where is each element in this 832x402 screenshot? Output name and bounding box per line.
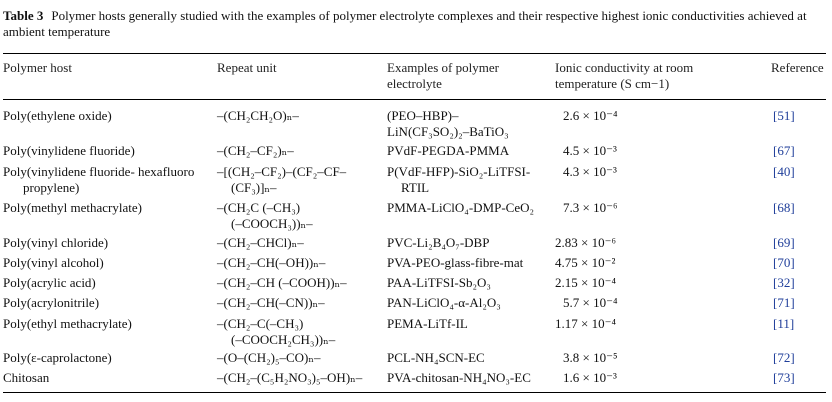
polymer-host-cell: Poly(vinyl alcohol) [3, 255, 104, 270]
header-examples-line-1: Examples of polymer [387, 60, 499, 75]
example-cell-line-2: RTIL [401, 180, 430, 195]
repeat-unit-cell: –(CH₂–CH(–OH))ₙ– [217, 255, 326, 270]
caption-text: Polymer hosts generally studied with the… [3, 8, 807, 39]
repeat-unit-cell-line-2: (CF₃)]ₙ– [231, 180, 277, 195]
example-cell: PEMA-LiTf-IL [387, 316, 468, 331]
repeat-unit-cell: –(CH₂–CF₂)ₙ– [217, 143, 294, 158]
example-cell: PVA-chitosan-NH₄NO₃-EC [387, 370, 531, 385]
repeat-unit-cell: –(CH₂–CHCl)ₙ– [217, 235, 304, 250]
conductivity-cell: 2.6 × 10⁻⁴ [563, 108, 618, 123]
header-conductivity-line-1: Ionic conductivity at room [555, 60, 694, 75]
repeat-unit-cell: –(CH₂–CH (–COOH))ₙ– [217, 275, 347, 290]
conductivity-cell: 7.3 × 10⁻⁶ [563, 200, 618, 215]
reference-link[interactable]: [72] [773, 350, 795, 365]
repeat-unit-cell: –[(CH₂–CF₂)–(CF₂–CF– [217, 164, 347, 179]
table-label: Table 3 [3, 8, 44, 23]
conductivity-cell: 4.3 × 10⁻³ [563, 164, 617, 179]
polymer-host-cell: Poly(ethyl methacrylate) [3, 316, 132, 331]
repeat-unit-cell-line-2: (–COOCH₂CH₃))ₙ– [231, 332, 336, 347]
reference-link[interactable]: [11] [773, 316, 795, 331]
example-cell: PVA-PEO-glass-fibre-mat [387, 255, 524, 270]
reference-link[interactable]: [73] [773, 370, 795, 385]
polymer-host-cell: Poly(ethylene oxide) [3, 108, 112, 123]
conductivity-cell: 2.83 × 10⁻⁶ [555, 235, 616, 250]
reference-link[interactable]: [68] [773, 200, 795, 215]
reference-link[interactable]: [32] [773, 275, 795, 290]
header-conductivity-line-2: temperature (S cm−1) [555, 76, 670, 91]
reference-link[interactable]: [51] [773, 108, 795, 123]
header-reference: Reference [771, 60, 824, 75]
example-cell: PVC-Li₂B₄O₇-DBP [387, 235, 490, 250]
polymer-host-cell-line-2: propylene) [23, 180, 80, 195]
example-cell: PAA-LiTFSI-Sb₂O₃ [387, 275, 491, 290]
example-cell: PMMA-LiClO₄-DMP-CeO₂ [387, 200, 535, 215]
conductivity-cell: 1.6 × 10⁻³ [563, 370, 617, 385]
polymer-host-cell: Poly(vinylidene fluoride- hexafluoro [3, 164, 195, 179]
polymer-host-cell: Poly(methyl methacrylate) [3, 200, 142, 215]
repeat-unit-cell: –(O–(CH₂)₅–CO)ₙ– [217, 350, 321, 365]
reference-link[interactable]: [40] [773, 164, 795, 179]
polymer-host-cell: Chitosan [3, 370, 50, 385]
polymer-host-cell: Poly(acrylonitrile) [3, 295, 100, 310]
example-cell: PAN-LiClO₄-α-Al₂O₃ [387, 295, 501, 310]
header-polymer-host: Polymer host [3, 60, 72, 75]
conductivity-cell: 2.15 × 10⁻⁴ [555, 275, 616, 290]
example-cell: PVdF-PEGDA-PMMA [387, 143, 510, 158]
conductivity-cell: 4.75 × 10⁻² [555, 255, 616, 270]
header-rule [3, 99, 826, 100]
reference-link[interactable]: [70] [773, 255, 795, 270]
repeat-unit-cell: –(CH₂C (–CH₃) [217, 200, 301, 215]
reference-link[interactable]: [67] [773, 143, 795, 158]
repeat-unit-cell: –(CH₂CH₂O)ₙ– [217, 108, 299, 123]
reference-link[interactable]: [71] [773, 295, 795, 310]
polymer-host-cell: Poly(vinyl chloride) [3, 235, 109, 250]
repeat-unit-cell: –(CH₂–C(–CH₃) [217, 316, 304, 331]
reference-link[interactable]: [69] [773, 235, 795, 250]
top-rule [3, 53, 826, 54]
repeat-unit-cell: –(CH₂–(C₅H₂NO₃)₅–OH)ₙ– [217, 370, 363, 385]
conductivity-cell: 4.5 × 10⁻³ [563, 143, 617, 158]
bottom-rule [3, 392, 826, 393]
conductivity-cell: 3.8 × 10⁻⁵ [563, 350, 618, 365]
header-repeat-unit: Repeat unit [217, 60, 277, 75]
header-examples-line-2: electrolyte [387, 76, 442, 91]
example-cell: (PEO–HBP)– [387, 108, 459, 123]
polymer-host-cell: Poly(vinylidene fluoride) [3, 143, 135, 158]
conductivity-cell: 1.17 × 10⁻⁴ [555, 316, 616, 331]
repeat-unit-cell: –(CH₂–CH(–CN))ₙ– [217, 295, 325, 310]
repeat-unit-cell-line-2: (–COOCH₃))ₙ– [231, 216, 313, 231]
table-caption: Table 3 Polymer hosts generally studied w… [3, 8, 823, 40]
example-cell-line-2: LiN(CF₃SO₂)₂–BaTiO₃ [387, 124, 509, 139]
polymer-host-cell: Poly(ε-caprolactone) [3, 350, 112, 365]
polymer-host-cell: Poly(acrylic acid) [3, 275, 96, 290]
conductivity-cell: 5.7 × 10⁻⁴ [563, 295, 618, 310]
example-cell: P(VdF-HFP)-SiO₂-LiTFSI- [387, 164, 531, 179]
example-cell: PCL-NH₄SCN-EC [387, 350, 485, 365]
